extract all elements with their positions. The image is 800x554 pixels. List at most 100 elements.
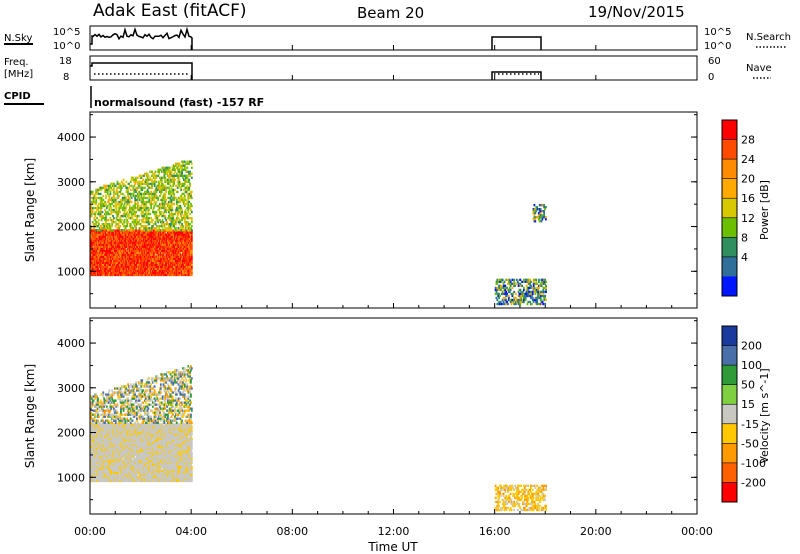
heatmap-cell [169, 208, 172, 212]
heatmap-cell [104, 200, 106, 204]
heatmap-cell [137, 267, 140, 271]
heatmap-cell [169, 222, 172, 226]
heatmap-cell [159, 192, 162, 196]
heatmap-cell [107, 469, 110, 473]
heatmap-cell [93, 216, 96, 220]
heatmap-cell [181, 212, 183, 216]
heatmap-cell [539, 292, 542, 296]
heatmap-cell [134, 200, 137, 204]
heatmap-cell [153, 184, 156, 188]
heatmap-cell [178, 162, 181, 165]
heatmap-cell [178, 180, 181, 184]
heatmap-cell [134, 212, 137, 216]
heatmap-cell [184, 222, 187, 226]
heatmap-cell [152, 222, 155, 226]
heatmap-cell [129, 188, 132, 192]
heatmap-cell [174, 218, 176, 222]
heatmap-cell [171, 220, 174, 224]
heatmap-cell [111, 220, 114, 224]
power-colorbar-label: Power [dB] [758, 180, 771, 240]
heatmap-cell [159, 202, 162, 206]
heatmap-cell [140, 192, 143, 196]
heatmap-cell [159, 180, 161, 184]
heatmap-cell [175, 218, 178, 222]
heatmap-cell [190, 241, 193, 244]
heatmap-cell [120, 247, 123, 250]
heatmap-cell [188, 180, 191, 184]
heatmap-cell [151, 224, 154, 228]
nave-label: Nave [746, 63, 772, 74]
heatmap-cell [542, 292, 545, 296]
heatmap-cell [155, 212, 158, 216]
heatmap-cell [144, 208, 147, 212]
heatmap-cell [172, 212, 175, 216]
heatmap-cell [151, 172, 154, 175]
heatmap-cell [545, 290, 547, 294]
heatmap-cell [115, 216, 118, 220]
heatmap-cell [95, 423, 98, 426]
heatmap-cell [173, 176, 176, 179]
heatmap-cell [168, 192, 171, 196]
heatmap-cell [156, 231, 159, 234]
heatmap-cell [544, 282, 547, 286]
heatmap-cell [176, 210, 179, 214]
heatmap-cell [141, 196, 144, 200]
heatmap-cell [165, 188, 168, 192]
heatmap-cell [141, 214, 144, 218]
heatmap-cell [525, 278, 528, 282]
heatmap-cell [164, 231, 167, 234]
heatmap-cell [96, 216, 98, 220]
heatmap-cell [140, 174, 143, 177]
heatmap-cell [145, 231, 148, 234]
heatmap-cell [109, 227, 112, 230]
heatmap-cell [126, 200, 129, 204]
heatmap-cell [187, 202, 190, 206]
heatmap-cell [180, 214, 183, 218]
heatmap-cell [495, 296, 498, 300]
heatmap-cell [99, 204, 102, 208]
heatmap-cell [510, 302, 513, 306]
heatmap-cell [115, 206, 118, 210]
heatmap-cell [114, 273, 117, 277]
heatmap-cell [160, 184, 163, 188]
heatmap-cell [151, 182, 154, 186]
heatmap-cell [104, 218, 106, 222]
heatmap-cell [160, 190, 163, 194]
heatmap-cell [151, 218, 154, 222]
heatmap-cell [181, 222, 183, 226]
heatmap-cell [175, 202, 178, 206]
heatmap-cell [544, 294, 547, 298]
heatmap-cell [139, 182, 142, 186]
heatmap-cell [129, 180, 132, 184]
heatmap-cell [190, 196, 193, 200]
heatmap-cell [183, 220, 186, 224]
heatmap-cell [108, 212, 111, 216]
heatmap-cell [184, 227, 187, 230]
heatmap-cell [155, 194, 158, 198]
heatmap-cell [90, 227, 92, 230]
heatmap-cell [111, 249, 114, 252]
heatmap-cell [164, 200, 167, 204]
heatmap-cell [499, 284, 502, 288]
heatmap-cell [187, 208, 190, 212]
heatmap-cell [103, 251, 106, 254]
heatmap-cell [190, 218, 193, 222]
colorbar-tick-label-0: 28 [741, 134, 755, 147]
heatmap-cell [92, 222, 95, 226]
heatmap-cell [129, 222, 132, 226]
heatmap-cell [102, 198, 105, 202]
heatmap-cell [190, 247, 193, 250]
heatmap-cell [90, 210, 92, 214]
heatmap-cell [187, 204, 190, 208]
heatmap-cell [183, 182, 186, 186]
heatmap-cell [521, 292, 524, 296]
heatmap-cell [540, 302, 543, 306]
heatmap-cell [110, 212, 113, 216]
heatmap-cell [115, 208, 118, 212]
heatmap-cell [186, 212, 189, 216]
heatmap-cell [174, 210, 177, 214]
heatmap-cell [130, 196, 133, 200]
heatmap-cell [533, 288, 536, 292]
heatmap-cell [116, 263, 119, 267]
heatmap-cell [157, 174, 160, 177]
